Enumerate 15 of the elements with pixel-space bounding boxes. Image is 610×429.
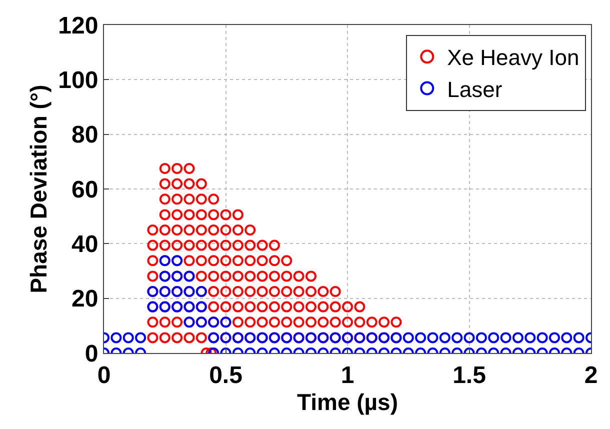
y-tick-label: 60 xyxy=(71,176,98,204)
y-axis-title: Phase Deviation (°) xyxy=(26,84,52,294)
legend-label: Xe Heavy Ion xyxy=(447,45,580,70)
x-tick-label: 0.5 xyxy=(209,362,242,389)
y-tick-label: 20 xyxy=(71,286,98,313)
y-tick-label: 0 xyxy=(84,340,98,368)
y-tick-label: 100 xyxy=(58,67,98,94)
x-tick-label: 2 xyxy=(584,362,598,389)
y-tick-label: 80 xyxy=(71,122,98,149)
x-tick-label: 1.5 xyxy=(452,362,486,389)
legend-label: Laser xyxy=(447,76,502,102)
x-tick-label: 1 xyxy=(340,362,354,389)
x-axis-title: Time (µs) xyxy=(296,388,398,415)
y-tick-label: 40 xyxy=(71,231,98,258)
y-tick-label: 120 xyxy=(58,12,98,40)
